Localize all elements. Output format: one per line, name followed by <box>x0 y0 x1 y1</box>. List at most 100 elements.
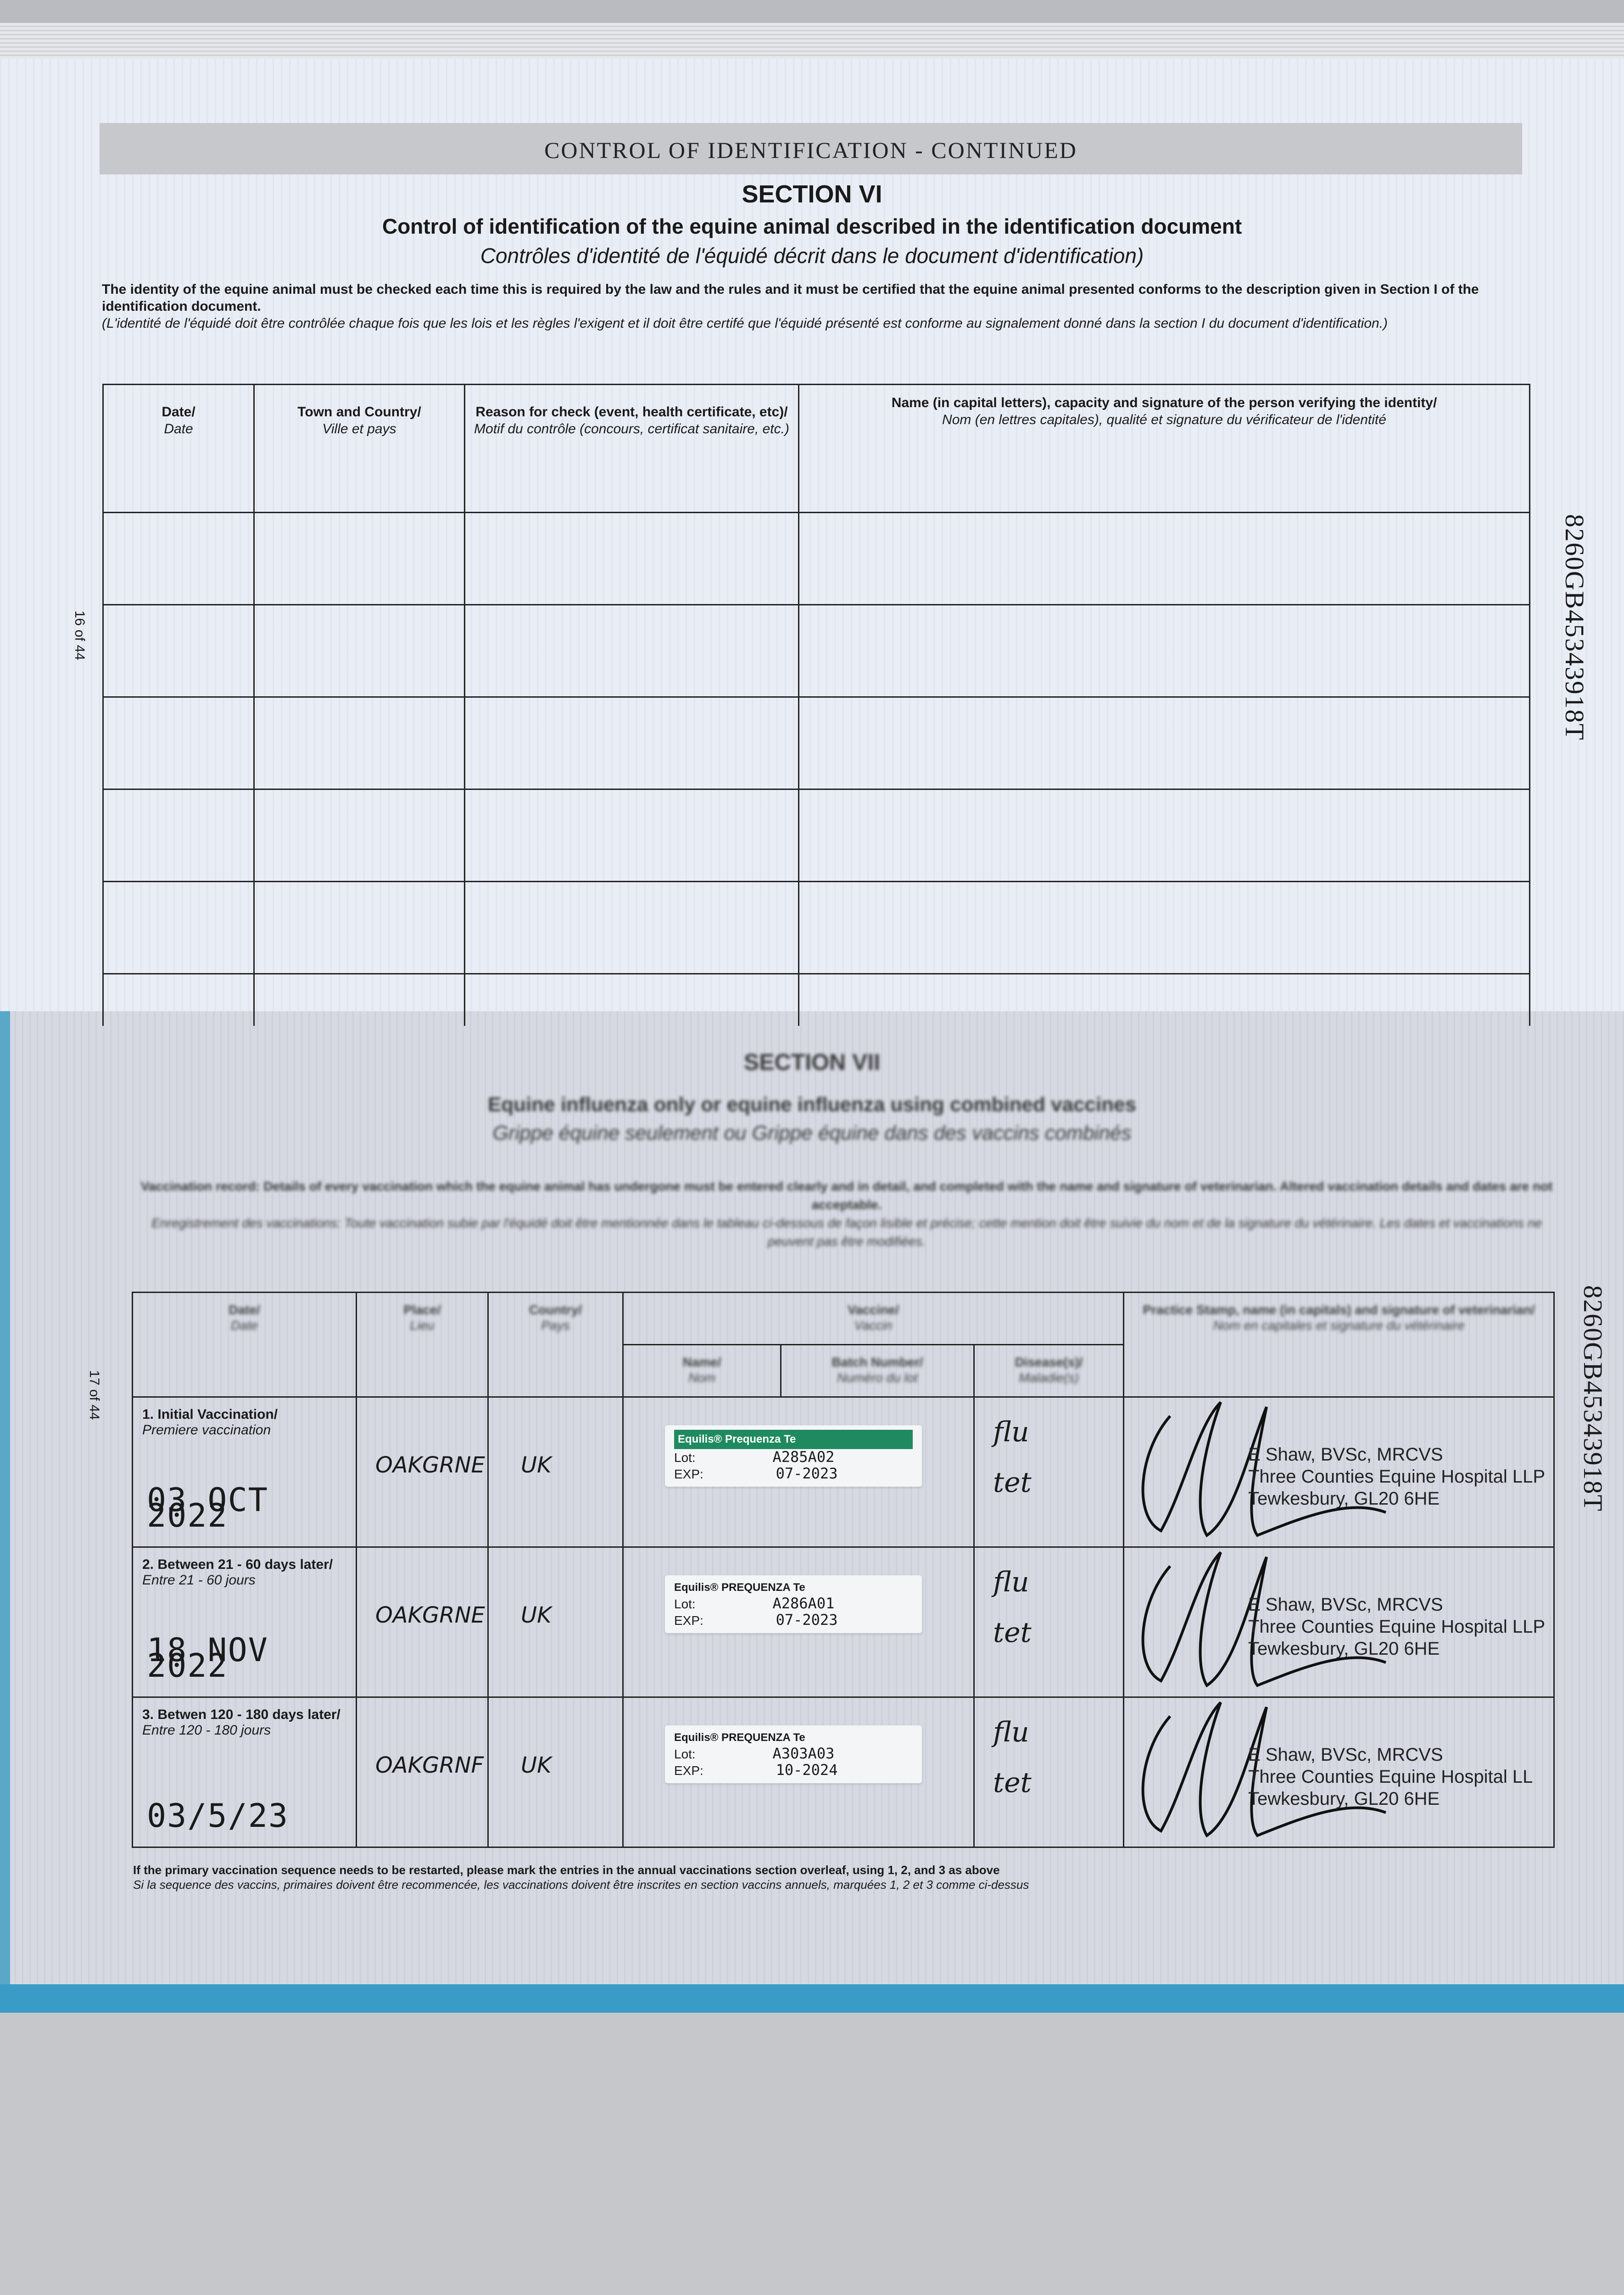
batch-expiry: 10-2024 <box>776 1761 838 1779</box>
vet-address: Tewkesbury, GL20 6HE <box>1248 1489 1440 1509</box>
vaccine-brand: Equilis® PREQUENZA Te <box>674 1731 805 1744</box>
country-cell: UK <box>487 1546 624 1698</box>
vaccination-place: OAKGRNE <box>375 1602 485 1628</box>
col-stamp: Practice Stamp, name (in capitals) and s… <box>1123 1292 1555 1398</box>
veterinarian-signature <box>1141 1401 1387 1538</box>
country-cell: UK <box>487 1396 624 1548</box>
vaccine-sticker-cell: Equilis® PREQUENZA Te Lot: A303A03 EXP: … <box>622 1696 975 1848</box>
vaccination-row: 3. Betwen 120 - 180 days later/Entre 120… <box>132 1696 1555 1848</box>
col-vaccine-name: Name/Nom <box>622 1344 781 1398</box>
vaccine-batch-sticker: Equilis® PREQUENZA Te Lot: A303A03 EXP: … <box>665 1725 922 1783</box>
section-title: SECTION VI <box>742 180 882 208</box>
row-label: 3. Betwen 120 - 180 days later/ <box>142 1707 340 1722</box>
table-row <box>102 604 1530 698</box>
disease-tet: tet <box>993 1467 1032 1499</box>
date-cell: 2. Between 21 - 60 days later/Entre 21 -… <box>132 1546 357 1698</box>
country-cell: UK <box>487 1696 624 1848</box>
vaccination-row: 2. Between 21 - 60 days later/Entre 21 -… <box>132 1546 1555 1698</box>
disease-tet: tet <box>993 1767 1032 1799</box>
row-label-fr: Entre 120 - 180 jours <box>142 1723 271 1738</box>
batch-lot: A286A01 <box>772 1595 835 1612</box>
intro-text: The identity of the equine animal must b… <box>102 281 1515 332</box>
footer-note: If the primary vaccination sequence need… <box>133 1863 1029 1892</box>
col-reason: Reason for check (event, health certific… <box>464 384 799 513</box>
page-number: 16 of 44 <box>72 610 87 661</box>
vaccine-brand: Equilis® Prequenza Te <box>674 1430 913 1449</box>
vet-practice: Three Counties Equine Hospital LLP <box>1248 1617 1546 1637</box>
disease-tet: tet <box>993 1617 1032 1649</box>
place-cell: OAKGRNE <box>356 1546 489 1698</box>
disease-cell: flu tet <box>973 1546 1124 1698</box>
footer-fr: Si la sequence des vaccins, primaires do… <box>133 1878 1029 1892</box>
vet-name: E Shaw, BVSc, MRCVS <box>1248 1745 1443 1765</box>
vet-address: Tewkesbury, GL20 6HE <box>1248 1789 1440 1809</box>
col-verifier: Name (in capital letters), capacity and … <box>798 384 1530 513</box>
intro-en: The identity of the equine animal must b… <box>102 282 1479 314</box>
lot-label: Lot: <box>674 1597 696 1611</box>
col-disease: Disease(s)/Maladie(s) <box>973 1344 1124 1398</box>
batch-expiry: 07-2023 <box>776 1611 838 1629</box>
vet-practice: Three Counties Equine Hospital LLP <box>1248 1467 1546 1487</box>
identification-check-table: Date/Date Town and Country/Ville et pays… <box>102 384 1530 1026</box>
row-label: 2. Between 21 - 60 days later/ <box>142 1557 333 1572</box>
vaccine-sticker-cell: Equilis® PREQUENZA Te Lot: A286A01 EXP: … <box>622 1546 975 1698</box>
disease-cell: flu tet <box>973 1396 1124 1548</box>
header-band: CONTROL OF IDENTIFICATION - CONTINUED <box>100 123 1522 174</box>
vaccination-place: OAKGRNF <box>375 1752 484 1778</box>
row-label-fr: Entre 21 - 60 jours <box>142 1573 256 1588</box>
vaccination-date: 18 NOV 2022 <box>147 1631 268 1685</box>
date-cell: 3. Betwen 120 - 180 days later/Entre 120… <box>132 1696 357 1848</box>
practice-stamp: E Shaw, BVSc, MRCVS Three Counties Equine… <box>1248 1744 1533 1810</box>
footer-en: If the primary vaccination sequence need… <box>133 1863 1000 1877</box>
cover-edge <box>0 1011 10 1984</box>
title-en: Equine influenza only or equine influenz… <box>487 1093 1137 1116</box>
header-band-text: CONTROL OF IDENTIFICATION - CONTINUED <box>544 137 1077 163</box>
disease-cell: flu tet <box>973 1696 1124 1848</box>
col-batch: Batch Number/Numéro du lot <box>780 1344 975 1398</box>
veterinarian-signature <box>1141 1701 1387 1838</box>
date-cell: 1. Initial Vaccination/Premiere vaccinat… <box>132 1396 357 1548</box>
disease-flu: flu <box>993 1566 1029 1598</box>
stamp-cell: E Shaw, BVSc, MRCVS Three Counties Equine… <box>1123 1546 1555 1698</box>
disease-flu: flu <box>993 1416 1029 1448</box>
intro-fr: Enregistrement des vaccinations: Toute v… <box>151 1216 1542 1248</box>
vaccination-date: 03/5/23 <box>147 1797 289 1835</box>
table-header-row: Date/Date Town and Country/Ville et pays… <box>102 384 1530 513</box>
vaccine-sticker-cell: Equilis® Prequenza Te Lot: A285A02 EXP: … <box>622 1396 975 1548</box>
lot-label: Lot: <box>674 1450 696 1465</box>
batch-expiry: 07-2023 <box>776 1465 838 1482</box>
title-fr: Grippe équine seulement ou Grippe équine… <box>492 1122 1132 1144</box>
col-date: Date/Date <box>132 1292 357 1398</box>
exp-label: EXP: <box>674 1467 703 1481</box>
col-date: Date/Date <box>102 384 255 513</box>
table-header-row: Date/Date Place/Lieu Country/Pays Vaccin… <box>132 1292 1555 1398</box>
table-row <box>102 696 1530 790</box>
title-fr: Contrôles d'identité de l'équidé décrit … <box>480 244 1144 268</box>
vet-address: Tewkesbury, GL20 6HE <box>1248 1639 1440 1659</box>
vaccine-batch-sticker: Equilis® PREQUENZA Te Lot: A286A01 EXP: … <box>665 1575 922 1633</box>
vet-name: E Shaw, BVSc, MRCVS <box>1248 1444 1443 1465</box>
vet-practice: Three Counties Equine Hospital LL <box>1248 1767 1533 1787</box>
vaccine-batch-sticker: Equilis® Prequenza Te Lot: A285A02 EXP: … <box>665 1425 922 1487</box>
practice-stamp: E Shaw, BVSc, MRCVS Three Counties Equine… <box>1248 1444 1545 1510</box>
col-place: Place/Lieu <box>356 1292 489 1398</box>
cover-edge-stripe <box>0 1984 1624 2013</box>
place-cell: OAKGRNE <box>356 1396 489 1548</box>
place-cell: OAKGRNF <box>356 1696 489 1848</box>
col-country: Country/Pays <box>487 1292 624 1398</box>
col-town-country: Town and Country/Ville et pays <box>253 384 465 513</box>
vaccination-row: 1. Initial Vaccination/Premiere vaccinat… <box>132 1396 1555 1548</box>
exp-label: EXP: <box>674 1613 703 1628</box>
exp-label: EXP: <box>674 1763 703 1778</box>
row-label: 1. Initial Vaccination/ <box>142 1407 278 1422</box>
table-row <box>102 789 1530 882</box>
intro-fr: (L'identité de l'équidé doit être contrô… <box>102 316 1388 331</box>
scanner-background <box>0 2013 1624 2295</box>
table-row <box>102 973 1530 1026</box>
page-number: 17 of 44 <box>87 1370 102 1420</box>
vaccination-table: Date/Date Place/Lieu Country/Pays Vaccin… <box>132 1292 1555 1848</box>
table-row <box>102 881 1530 974</box>
vaccination-country: UK <box>521 1752 552 1778</box>
vaccination-place: OAKGRNE <box>375 1452 485 1478</box>
row-label-fr: Premiere vaccination <box>142 1422 271 1438</box>
